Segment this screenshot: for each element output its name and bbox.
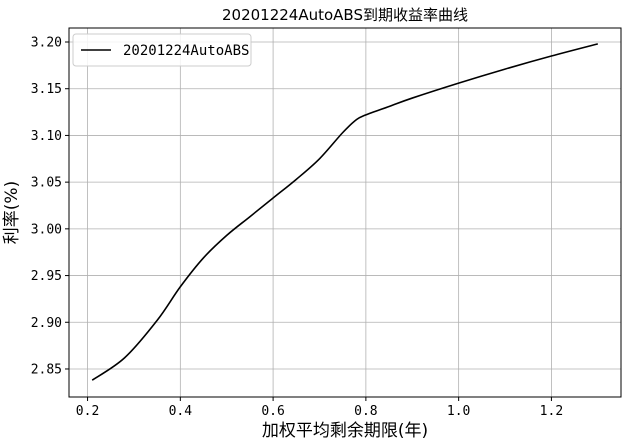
y-tick-label: 3.00 — [31, 222, 62, 237]
y-tick-label: 3.05 — [31, 176, 62, 191]
series-layer — [91, 43, 599, 381]
grid — [69, 28, 621, 397]
x-tick-label: 0.6 — [261, 404, 284, 419]
x-tick-label: 1.2 — [540, 404, 563, 419]
y-tick-label: 3.20 — [31, 36, 62, 51]
legend: 20201224AutoABS — [72, 33, 252, 67]
y-tick-label: 3.15 — [31, 82, 62, 97]
series-line — [91, 43, 599, 381]
legend-box — [72, 33, 252, 67]
legend-label: 20201224AutoABS — [123, 43, 249, 59]
y-axis-label: 利率(%) — [2, 181, 22, 244]
x-tick-label: 0.8 — [354, 404, 377, 419]
x-axis-label: 加权平均剩余期限(年) — [262, 421, 428, 441]
chart-title: 20201224AutoABS到期收益率曲线 — [222, 6, 468, 24]
y-tick-label: 2.90 — [31, 316, 62, 331]
x-tick-label: 0.4 — [169, 404, 193, 419]
plot-frame — [68, 27, 622, 398]
y-tick-label: 2.85 — [31, 362, 62, 377]
x-tick-label: 1.0 — [447, 404, 470, 419]
y-tick-label: 3.10 — [31, 129, 62, 144]
x-tick-label: 0.2 — [76, 404, 99, 419]
y-tick-label: 2.95 — [31, 269, 62, 284]
ticks: 0.2 0.4 0.6 0.8 1.0 1.2 2.85 2.90 2.95 3.00 3.05 3.… — [31, 36, 563, 419]
